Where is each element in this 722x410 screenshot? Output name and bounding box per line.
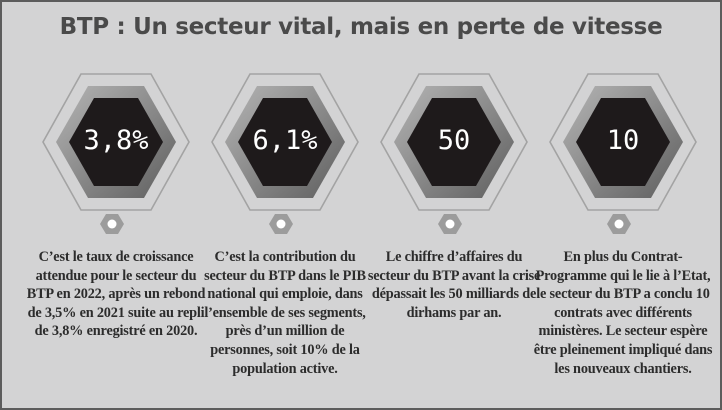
hexagon-badge: 10 [543,72,703,212]
hexagon-bolt-icon [269,214,293,234]
stat-card: 6,1% C’est la contribution du secteur du… [204,60,377,406]
hexagon-badge: 6,1% [205,72,365,212]
hexagon-nut-icon [211,73,359,211]
hexagon-bolt-icon [100,214,124,234]
stat-card: 3,8% C’est le taux de croissance attendu… [27,60,208,406]
hexagon-nut-icon [549,73,697,211]
stat-description: C’est la contribution du secteur du BTP … [204,249,366,377]
hexagon-badge: 50 [374,72,534,212]
stat-value: 50 [437,125,471,156]
stat-description: En plus du Contrat-Programme qui le lie … [533,249,713,377]
infographic-title: BTP : Un secteur vital, mais en perte de… [59,14,663,40]
hexagon-bolt-icon [607,214,631,234]
stat-value: 3,8% [83,125,149,156]
stat-card: 10 En plus du Contrat-Programme qui le l… [534,60,715,406]
stat-card: 50 Le chiffre d’affaires du secteur du B… [368,60,546,406]
hexagon-bolt-icon [438,214,462,234]
hexagon-badge: 3,8% [36,72,196,212]
stat-description: Le chiffre d’affaires du secteur du BTP … [367,249,541,321]
stat-value: 6,1% [252,125,318,156]
stat-value: 10 [606,125,640,156]
hexagon-nut-icon [42,73,190,211]
stat-description: C’est le taux de croissance attendue pou… [26,249,206,340]
hexagon-nut-icon [380,73,528,211]
